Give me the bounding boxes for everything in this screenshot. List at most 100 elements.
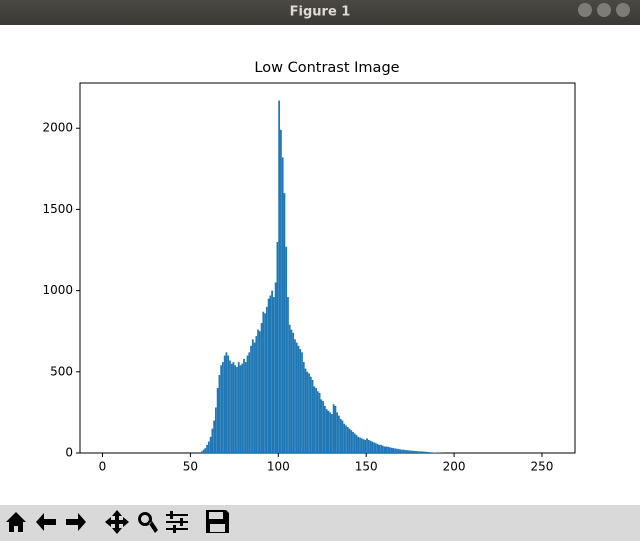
bar xyxy=(346,427,349,453)
bar xyxy=(311,379,314,453)
bar xyxy=(258,331,261,453)
bar xyxy=(429,452,432,453)
bar xyxy=(411,450,414,453)
bar xyxy=(255,336,258,453)
bar xyxy=(273,297,275,453)
pan-button[interactable] xyxy=(105,510,129,534)
y-tick-label: 500 xyxy=(50,364,73,378)
bar xyxy=(352,431,354,453)
bar xyxy=(229,360,231,453)
bar xyxy=(297,345,300,453)
bar xyxy=(262,311,265,453)
bar xyxy=(403,449,405,453)
bar xyxy=(404,450,407,453)
x-tick-label: 200 xyxy=(443,460,466,474)
y-tick-label: 1000 xyxy=(42,283,73,297)
bar xyxy=(304,368,307,453)
save-button[interactable] xyxy=(206,510,229,533)
bar xyxy=(422,451,425,453)
minimize-button[interactable] xyxy=(578,3,592,17)
close-button[interactable] xyxy=(616,3,630,17)
forward-button[interactable] xyxy=(66,513,86,531)
toolbar-icons xyxy=(6,510,229,534)
maximize-button[interactable] xyxy=(597,3,611,17)
bar xyxy=(401,449,404,453)
configure-button[interactable] xyxy=(166,511,188,533)
bar xyxy=(413,450,416,453)
bar xyxy=(336,412,339,453)
bar xyxy=(315,388,317,453)
bar xyxy=(362,439,365,453)
bar xyxy=(373,442,375,453)
bar xyxy=(380,444,382,453)
bar xyxy=(232,362,235,453)
bar xyxy=(269,295,272,453)
bar xyxy=(211,428,214,453)
bar xyxy=(271,290,274,453)
bar xyxy=(366,438,368,453)
bar xyxy=(222,362,224,453)
bar xyxy=(199,452,201,453)
bar xyxy=(338,415,340,453)
chart-title: Low Contrast Image xyxy=(254,60,399,76)
y-tick-label: 0 xyxy=(65,446,73,460)
y-tick-label: 1500 xyxy=(42,202,73,216)
bar xyxy=(323,405,326,453)
bar xyxy=(334,405,337,453)
bar xyxy=(381,445,384,453)
bar xyxy=(318,392,321,453)
bar xyxy=(331,414,333,453)
bar xyxy=(397,449,400,453)
bar xyxy=(396,448,398,453)
bar xyxy=(374,443,377,453)
bar xyxy=(251,339,254,453)
bar xyxy=(239,365,242,453)
bar xyxy=(209,436,212,453)
bar xyxy=(280,129,282,453)
bar xyxy=(417,451,419,453)
bar xyxy=(244,362,247,453)
bar xyxy=(410,450,412,453)
bar xyxy=(399,449,402,453)
bar xyxy=(225,352,228,453)
bar xyxy=(308,373,310,453)
bar xyxy=(215,407,217,453)
bar xyxy=(281,157,284,453)
bar xyxy=(206,444,208,453)
bar xyxy=(364,440,367,453)
x-tick-label: 150 xyxy=(355,460,378,474)
bar xyxy=(267,298,270,453)
bar xyxy=(287,297,289,453)
back-button[interactable] xyxy=(36,513,56,531)
bar xyxy=(367,440,370,453)
bar xyxy=(376,444,379,453)
bar xyxy=(418,451,421,453)
window-title: Figure 1 xyxy=(290,5,351,20)
bar xyxy=(425,451,428,453)
bar xyxy=(406,450,409,453)
zoom-button[interactable] xyxy=(138,512,158,533)
bar xyxy=(260,323,263,453)
bar xyxy=(276,241,279,453)
bar xyxy=(230,363,233,453)
bar xyxy=(248,352,251,453)
bar xyxy=(383,446,386,453)
bar xyxy=(327,410,330,453)
bar xyxy=(415,451,418,453)
x-tick-label: 250 xyxy=(531,460,554,474)
bar xyxy=(355,435,358,453)
bar xyxy=(283,193,286,454)
bar xyxy=(278,100,281,453)
bar xyxy=(295,342,298,453)
home-button[interactable] xyxy=(6,512,26,532)
bar xyxy=(424,451,426,453)
bar xyxy=(237,362,240,453)
y-tick-label: 2000 xyxy=(42,121,73,135)
bar xyxy=(257,329,259,453)
bar xyxy=(241,363,244,453)
bar xyxy=(294,339,296,453)
bar xyxy=(204,448,207,453)
bar xyxy=(325,409,328,453)
bar xyxy=(394,448,397,453)
toolbar xyxy=(0,505,640,541)
